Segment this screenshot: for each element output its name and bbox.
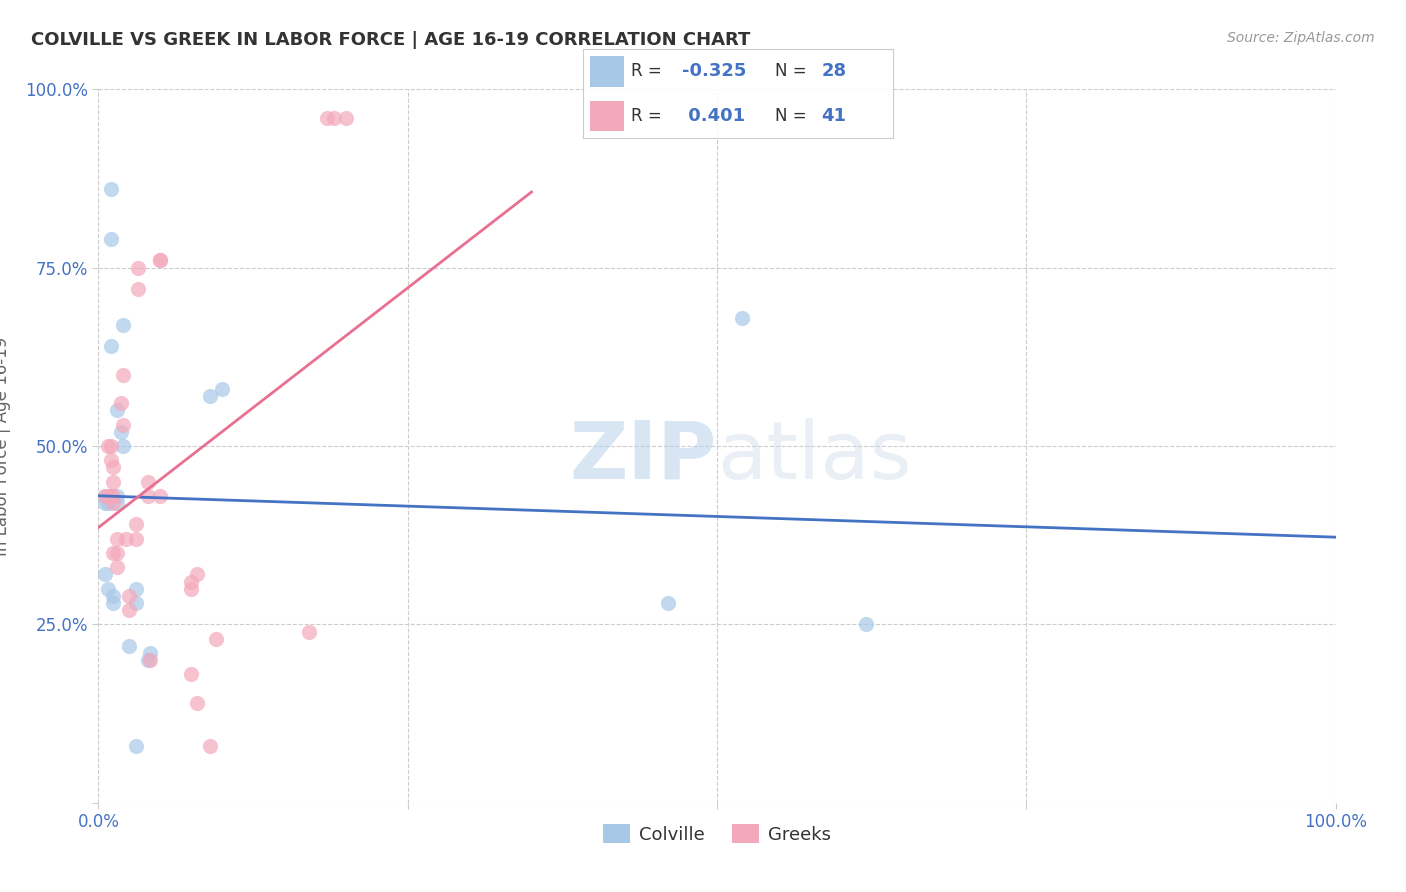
Point xyxy=(112,417,135,432)
Point xyxy=(103,460,125,475)
Point xyxy=(97,439,120,453)
Text: ZIP: ZIP xyxy=(569,417,717,496)
Point xyxy=(105,532,128,546)
Point xyxy=(112,439,135,453)
Point xyxy=(149,253,172,268)
Point xyxy=(103,589,125,603)
Point xyxy=(100,439,122,453)
Point xyxy=(136,475,159,489)
Point xyxy=(198,389,221,403)
Point xyxy=(205,632,228,646)
Point xyxy=(105,496,128,510)
Point xyxy=(855,617,877,632)
Point xyxy=(100,339,122,353)
Point xyxy=(139,646,162,660)
Text: N =: N = xyxy=(775,107,807,125)
Point xyxy=(316,111,339,125)
Text: 0.401: 0.401 xyxy=(682,107,745,125)
Text: atlas: atlas xyxy=(717,417,911,496)
Point xyxy=(112,368,135,382)
Point xyxy=(731,310,754,325)
Point xyxy=(186,696,208,710)
Point xyxy=(100,453,122,467)
Point xyxy=(97,489,120,503)
Point xyxy=(127,282,149,296)
Text: R =: R = xyxy=(631,62,662,80)
Point xyxy=(103,496,125,510)
Text: N =: N = xyxy=(775,62,807,80)
Point xyxy=(127,260,149,275)
Point xyxy=(298,624,321,639)
FancyBboxPatch shape xyxy=(589,101,624,131)
Point xyxy=(118,639,141,653)
FancyBboxPatch shape xyxy=(589,56,624,87)
Point xyxy=(93,496,115,510)
Point xyxy=(100,489,122,503)
Point xyxy=(335,111,357,125)
Text: Source: ZipAtlas.com: Source: ZipAtlas.com xyxy=(1227,31,1375,45)
Point xyxy=(124,582,146,596)
Point xyxy=(105,560,128,574)
Point xyxy=(149,253,172,268)
Point xyxy=(93,567,115,582)
Point xyxy=(136,489,159,503)
Point xyxy=(198,739,221,753)
Point xyxy=(110,396,132,410)
Point xyxy=(105,489,128,503)
Point xyxy=(149,489,172,503)
Point xyxy=(103,489,125,503)
Point xyxy=(124,532,146,546)
Point xyxy=(105,546,128,560)
Point xyxy=(136,653,159,667)
Point xyxy=(118,589,141,603)
Point xyxy=(93,489,115,503)
Legend: Colville, Greeks: Colville, Greeks xyxy=(596,817,838,851)
Point xyxy=(118,603,141,617)
Point xyxy=(124,739,146,753)
Point xyxy=(97,582,120,596)
Point xyxy=(124,517,146,532)
Point xyxy=(180,667,202,681)
Point xyxy=(180,574,202,589)
Point xyxy=(97,496,120,510)
Point xyxy=(105,403,128,417)
Point xyxy=(110,425,132,439)
Point xyxy=(124,596,146,610)
Text: 28: 28 xyxy=(821,62,846,80)
Point xyxy=(211,382,233,396)
Text: 41: 41 xyxy=(821,107,846,125)
Point xyxy=(100,232,122,246)
Text: COLVILLE VS GREEK IN LABOR FORCE | AGE 16-19 CORRELATION CHART: COLVILLE VS GREEK IN LABOR FORCE | AGE 1… xyxy=(31,31,751,49)
Point xyxy=(112,318,135,332)
Point xyxy=(139,653,162,667)
Point xyxy=(114,532,136,546)
Point xyxy=(322,111,344,125)
Text: R =: R = xyxy=(631,107,662,125)
Point xyxy=(180,582,202,596)
Point xyxy=(657,596,679,610)
Point xyxy=(103,596,125,610)
Point xyxy=(103,546,125,560)
Point xyxy=(100,489,122,503)
Text: -0.325: -0.325 xyxy=(682,62,747,80)
Point xyxy=(93,489,115,503)
Point xyxy=(186,567,208,582)
Point xyxy=(103,475,125,489)
Point xyxy=(100,182,122,196)
Y-axis label: In Labor Force | Age 16-19: In Labor Force | Age 16-19 xyxy=(0,336,11,556)
